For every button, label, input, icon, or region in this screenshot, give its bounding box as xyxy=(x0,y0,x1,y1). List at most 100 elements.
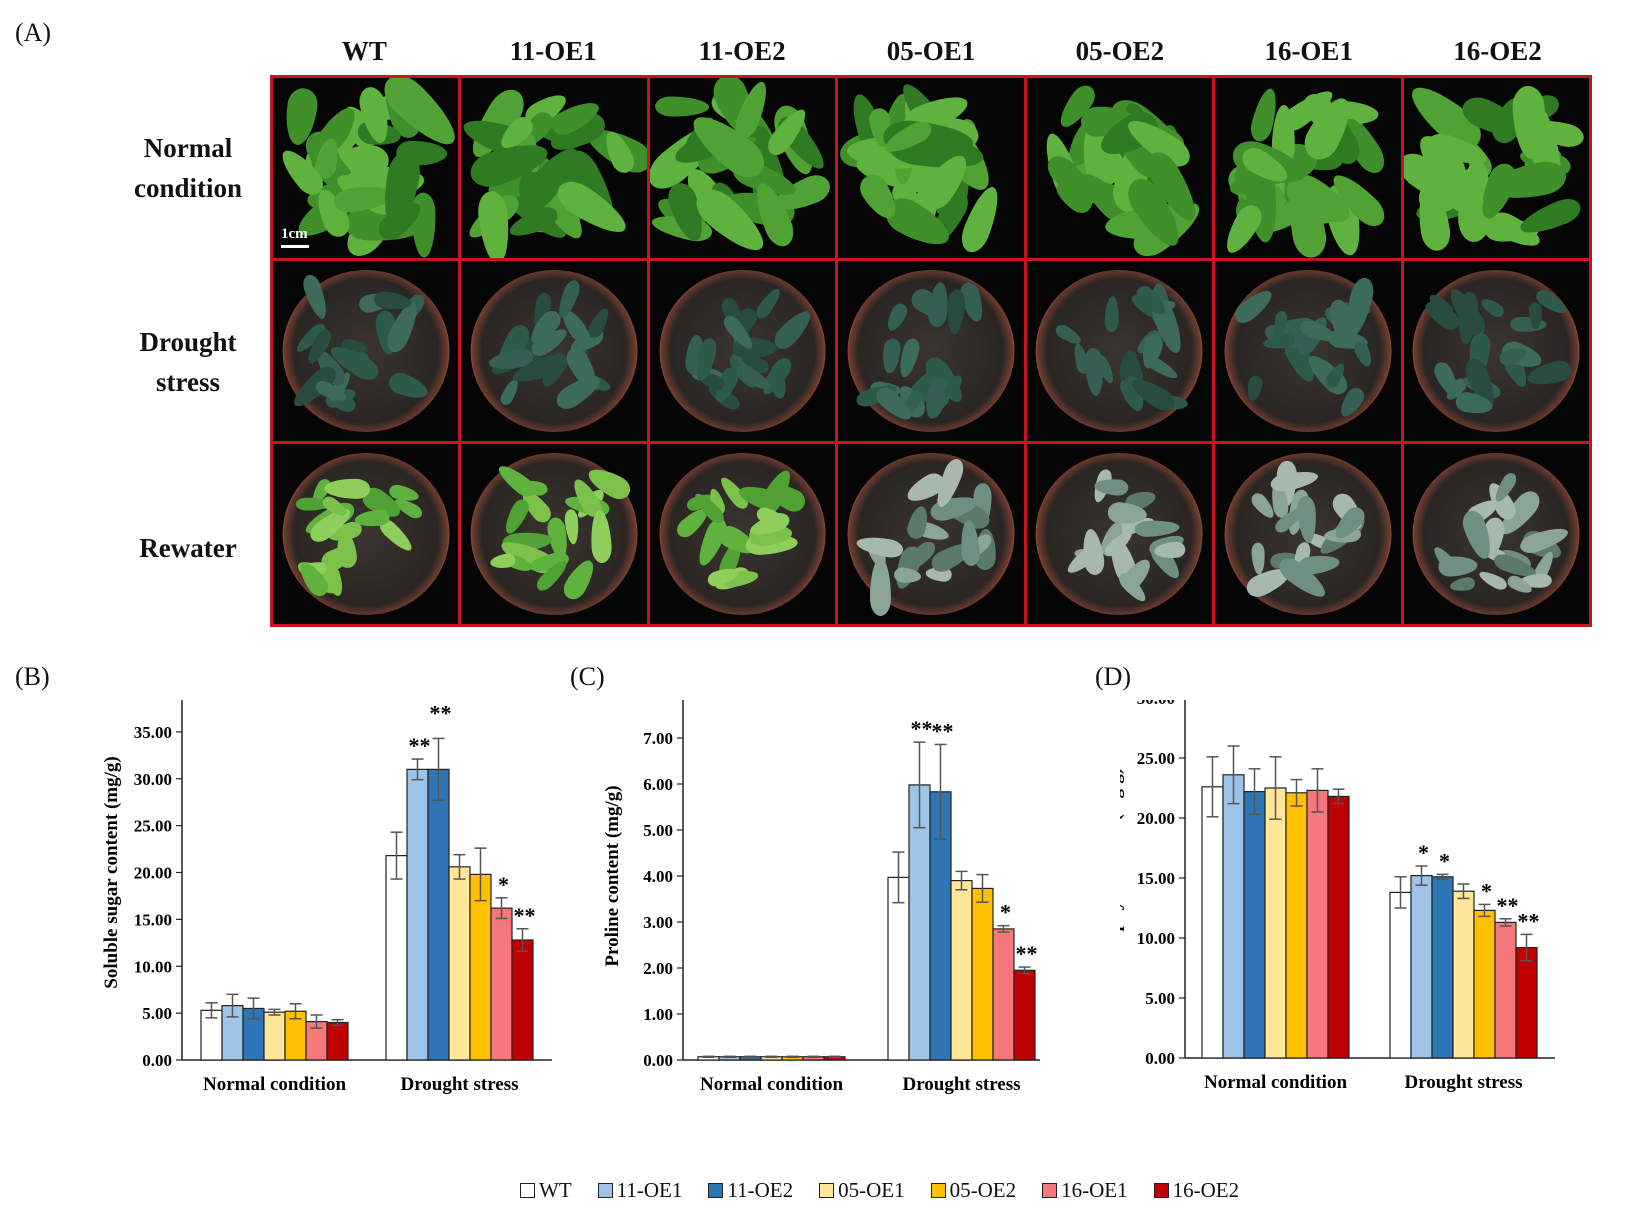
legend-label: 11-OE1 xyxy=(616,1178,683,1202)
bar xyxy=(326,1021,349,1061)
bar xyxy=(1452,890,1475,1059)
x-category-label: Normal condition xyxy=(203,1074,346,1095)
column-header: 05-OE2 xyxy=(1075,36,1165,66)
bar xyxy=(469,873,492,1061)
legend-label: 05-OE1 xyxy=(838,1178,905,1202)
plant-photo xyxy=(273,444,459,624)
y-axis-label: Chlorophyll content (mg/g) xyxy=(1120,768,1125,988)
y-tick-label: 10.00 xyxy=(1137,929,1175,948)
panel-a-label: (A) xyxy=(15,18,52,47)
plant-photo xyxy=(838,78,1024,258)
plant-photo xyxy=(1215,444,1401,624)
y-tick-label: 4.00 xyxy=(643,867,673,886)
plant-photo xyxy=(1403,261,1589,441)
y-tick-label: 1.00 xyxy=(643,1005,673,1024)
column-header: 16-OE2 xyxy=(1453,36,1542,66)
significance-mark: ** xyxy=(409,733,431,758)
plant-photo xyxy=(1215,261,1401,441)
y-tick-label: 0.00 xyxy=(643,1051,673,1070)
significance-mark: ** xyxy=(430,700,452,725)
y-tick-label: 5.00 xyxy=(1145,989,1175,1008)
legend-swatch xyxy=(708,1183,724,1198)
bar xyxy=(448,866,471,1061)
y-tick-label: 35.00 xyxy=(134,723,172,742)
y-tick-label: 5.00 xyxy=(643,821,673,840)
y-tick-label: 30.00 xyxy=(1137,700,1175,708)
significance-mark: ** xyxy=(1497,893,1519,918)
y-tick-label: 0.00 xyxy=(142,1051,172,1070)
plant-photo xyxy=(1403,78,1589,258)
bar xyxy=(950,880,973,1061)
bar xyxy=(406,768,429,1061)
bar xyxy=(1389,891,1412,1059)
y-tick-label: 5.00 xyxy=(142,1004,172,1023)
bar xyxy=(511,939,534,1061)
column-header: 05-OE1 xyxy=(886,36,976,66)
bar xyxy=(263,1011,286,1061)
legend: WT 11-OE1 11-OE2 05-OE1 05-OE2 16-OE1 16-OE2 xyxy=(520,1178,1239,1203)
panel-c-label: (C) xyxy=(570,662,605,691)
legend-item: 11-OE1 xyxy=(597,1178,683,1203)
plant-photo xyxy=(1215,78,1401,258)
legend-label: 16-OE2 xyxy=(1172,1178,1240,1202)
plant-photo xyxy=(649,78,836,258)
bar xyxy=(1473,909,1496,1059)
y-tick-label: 2.00 xyxy=(643,959,673,978)
x-category-label: Drought stress xyxy=(902,1074,1020,1095)
legend-item: 11-OE2 xyxy=(708,1178,793,1203)
bar xyxy=(1285,792,1308,1059)
row-header-line1: Normal xyxy=(143,133,233,163)
plant-photo xyxy=(649,261,836,441)
legend-swatch xyxy=(819,1183,835,1198)
plant-photo xyxy=(649,444,836,624)
plant-photo xyxy=(461,444,647,624)
legend-item: 05-OE2 xyxy=(930,1178,1016,1203)
column-header: WT xyxy=(341,36,387,66)
plant-photo xyxy=(838,444,1024,624)
row-header-line1: Rewater xyxy=(139,533,237,563)
leaf xyxy=(870,557,891,616)
y-tick-label: 15.00 xyxy=(134,910,172,929)
soluble-sugar-chart: 0.005.0010.0015.0020.0025.0030.0035.0040… xyxy=(101,700,552,1095)
y-tick-label: 3.00 xyxy=(643,913,673,932)
bar xyxy=(887,876,910,1061)
legend-item: WT xyxy=(520,1178,572,1203)
y-tick-label: 7.00 xyxy=(643,729,673,748)
significance-mark: ** xyxy=(514,903,536,928)
x-category-label: Normal condition xyxy=(700,1074,843,1095)
plant-photo-grid: 1cm xyxy=(270,75,1592,627)
plant-photo xyxy=(838,261,1024,441)
bar xyxy=(1515,947,1538,1059)
column-header: 16-OE1 xyxy=(1264,36,1353,66)
y-tick-label: 25.00 xyxy=(1137,749,1175,768)
y-tick-label: 6.00 xyxy=(643,775,673,794)
bar xyxy=(1243,790,1266,1059)
bar xyxy=(1264,787,1287,1059)
y-tick-label: 0.00 xyxy=(1145,1049,1175,1068)
y-axis-label: Proline content (mg/g) xyxy=(602,785,623,966)
significance-mark: * xyxy=(1439,848,1450,873)
chlorophyll-chart: 0.00 5.00 10.00 15.00 20.00 25.00 30.00 Chlorop… xyxy=(1120,700,1555,1093)
legend-swatch xyxy=(1153,1183,1169,1198)
y-tick-label: 8.00 xyxy=(643,700,673,702)
pot xyxy=(470,270,638,432)
plant-photo xyxy=(1026,444,1213,624)
significance-mark: ** xyxy=(1016,941,1038,966)
pot xyxy=(1412,270,1580,432)
row-header: Rewater xyxy=(108,528,268,568)
legend-item: 05-OE1 xyxy=(819,1178,905,1203)
plant-photo xyxy=(461,261,647,441)
plant-photo xyxy=(461,78,647,258)
panel-b-label: (B) xyxy=(15,662,50,691)
plant-photo: 1cm xyxy=(273,78,459,258)
legend-label: 16-OE1 xyxy=(1061,1178,1128,1202)
row-header: Normal condition xyxy=(108,128,268,208)
column-header: 11-OE2 xyxy=(698,36,786,66)
legend-item: 16-OE1 xyxy=(1042,1178,1128,1203)
column-header: 11-OE1 xyxy=(509,36,597,66)
y-tick-label: 20.00 xyxy=(1137,809,1175,828)
panel-d-label: (D) xyxy=(1095,662,1132,691)
scale-bar: 1cm xyxy=(281,226,309,248)
bar xyxy=(1013,969,1036,1061)
significance-mark: * xyxy=(1418,840,1429,865)
